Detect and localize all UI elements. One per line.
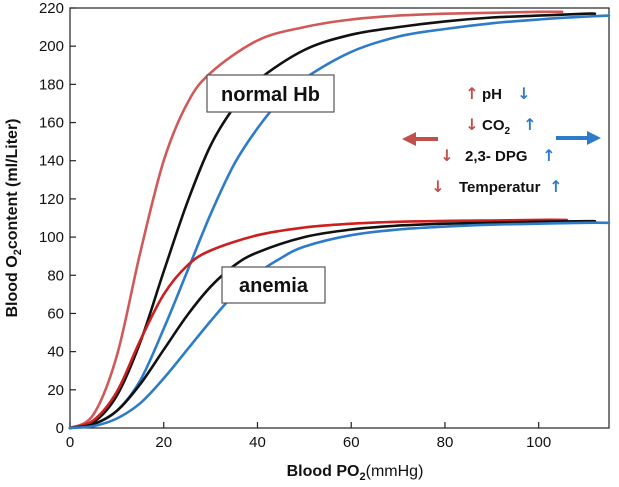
shift-right-arrow [556,131,601,145]
2-3-dpg-left-arrow: ↓ [440,146,453,165]
normal-hb-right-shifted-curve [68,14,611,430]
anemia-normal-curve [68,219,597,430]
y-tick-label: 180 [39,76,64,93]
y-tick-label: 80 [47,267,64,284]
x-tick-label: 80 [437,434,454,451]
y-tick-label: 0 [56,420,64,437]
curves [68,10,611,430]
ph-left-arrow: ↑ [465,84,478,103]
temperatur-label: Temperatur [459,179,541,196]
y-axis-title: Blood O2content (ml/Liter) [4,118,24,317]
y-tick-label: 100 [39,229,64,246]
2-3-dpg-label: 2,3- DPG [465,148,528,165]
normal-hb-label-box: normal Hb [206,74,335,113]
co-right-arrow: ↑ [523,115,536,134]
normal-hb-left-shifted-curve [68,10,564,430]
plot-frame [69,7,610,429]
y-tick-label: 60 [47,305,64,322]
y-tick-label: 40 [47,344,64,361]
anemia-left-shifted-curve [68,218,569,430]
shift-left-arrow [402,132,438,146]
y-tick-label: 20 [47,382,64,399]
co-left-arrow: ↓ [465,115,478,134]
x-tick-label: 40 [249,434,266,451]
y-tick-label: 160 [39,115,64,132]
x-tick-label: 20 [155,434,172,451]
x-tick-label: 60 [343,434,360,451]
y-tick-label: 220 [39,0,64,17]
2-3-dpg-right-arrow: ↑ [542,146,555,165]
axis-ticks: 0 20 40 60 80 100 0 20 40 60 80 100 120 140 160 180 200 2… [39,0,551,451]
y-tick-label: 140 [39,153,64,170]
anemia-label: anemia [239,275,309,297]
y-tick-label: 200 [39,38,64,55]
anemia-label-box: anemia [221,266,326,304]
y-tick-label: 120 [39,191,64,208]
x-tick-label: 0 [66,434,74,451]
co-label: CO2 [482,117,511,137]
temperatur-right-arrow: ↑ [549,177,562,196]
anemia-right-shifted-curve [68,221,611,430]
ph-label: pH [482,86,502,103]
temperatur-left-arrow: ↓ [431,177,444,196]
x-axis-title: Blood PO2(mmHg) [287,463,424,483]
x-tick-label: 100 [526,434,551,451]
plot-area: 0 20 40 60 80 100 0 20 40 60 80 100 120 140 160 180 200 2… [39,0,611,451]
normal-hb-label: normal Hb [221,84,320,106]
ph-right-arrow: ↓ [517,84,530,103]
shift-factors-legend: ↑ pH ↓↓ CO2 ↑↓ 2,3- DPG ↑↓ Temperatur ↑ [431,84,562,196]
